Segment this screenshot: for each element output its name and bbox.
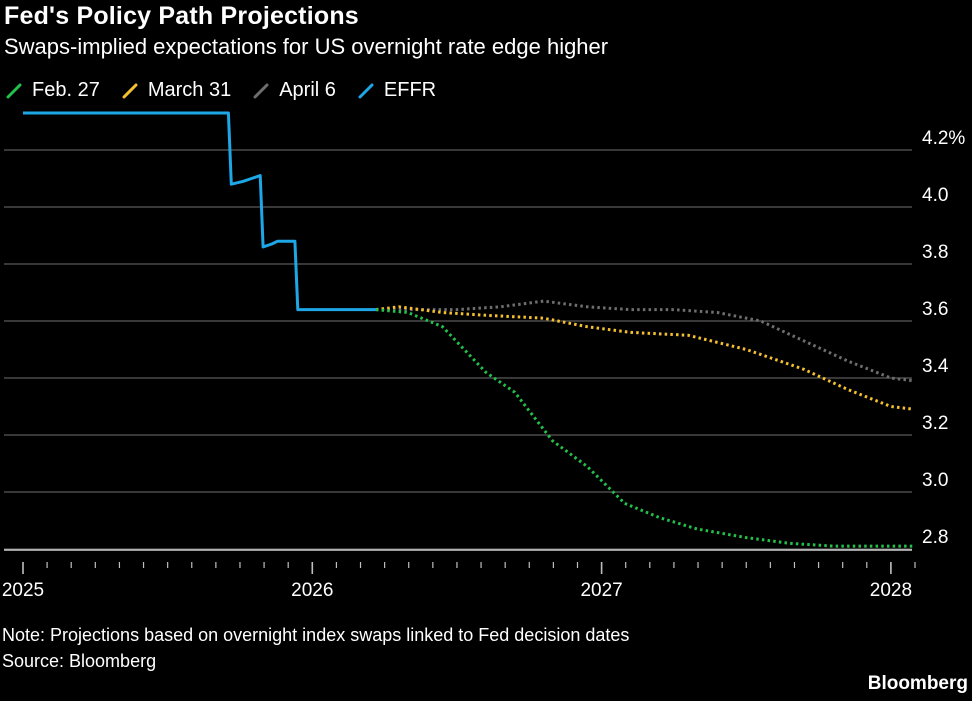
x-tick-label: 2026 bbox=[291, 580, 333, 601]
legend-item-effr: EFFR bbox=[358, 79, 436, 102]
legend-swatch-april6 bbox=[253, 83, 269, 98]
brand-logo: Bloomberg bbox=[867, 673, 968, 694]
x-tick-label: 2028 bbox=[870, 580, 912, 601]
legend-item-feb27: Feb. 27 bbox=[6, 79, 100, 102]
legend-swatch-effr bbox=[358, 83, 374, 98]
diagonal-line-icon bbox=[122, 83, 138, 98]
x-tick-label: 2027 bbox=[580, 580, 622, 601]
series-line-feb27 bbox=[375, 308, 914, 548]
legend-item-april6: April 6 bbox=[253, 79, 336, 102]
legend-label-april6: April 6 bbox=[279, 79, 336, 101]
y-tick-label: 3.2 bbox=[922, 413, 948, 434]
legend-label-feb27: Feb. 27 bbox=[32, 79, 100, 101]
legend-label-march31: March 31 bbox=[147, 79, 232, 101]
y-tick-label: 3.6 bbox=[922, 299, 948, 320]
y-tick-label: 3.8 bbox=[922, 242, 948, 263]
y-tick-label: 3.0 bbox=[922, 470, 948, 491]
legend-item-march31: March 31 bbox=[122, 79, 231, 102]
chart-legend: Feb. 27 March 31 April 6 EFFR bbox=[6, 79, 458, 102]
y-tick-label: 4.0 bbox=[922, 185, 948, 206]
chart-source: Source: Bloomberg bbox=[2, 651, 157, 671]
y-tick-label: 2.8 bbox=[922, 527, 948, 548]
chart-footer: Note: Projections based on overnight ind… bbox=[2, 622, 629, 674]
diagonal-line-icon bbox=[6, 83, 22, 98]
chart-note: Note: Projections based on overnight ind… bbox=[2, 625, 630, 645]
legend-swatch-march31 bbox=[122, 83, 138, 98]
diagonal-line-icon bbox=[253, 83, 269, 98]
y-tick-label: 3.4 bbox=[922, 356, 949, 377]
legend-swatch-feb27 bbox=[6, 83, 22, 98]
series-line-april6 bbox=[375, 299, 915, 383]
chart-title: Fed's Policy Path Projections bbox=[4, 2, 359, 30]
series-line-effr bbox=[23, 111, 376, 312]
diagonal-line-icon bbox=[358, 83, 374, 98]
series-line-march31 bbox=[375, 305, 915, 411]
chart-subtitle: Swaps-implied expectations for US overni… bbox=[4, 34, 609, 59]
legend-label-effr: EFFR bbox=[383, 79, 437, 101]
x-tick-label: 2025 bbox=[2, 580, 44, 601]
y-tick-label: 4.2% bbox=[922, 128, 965, 149]
